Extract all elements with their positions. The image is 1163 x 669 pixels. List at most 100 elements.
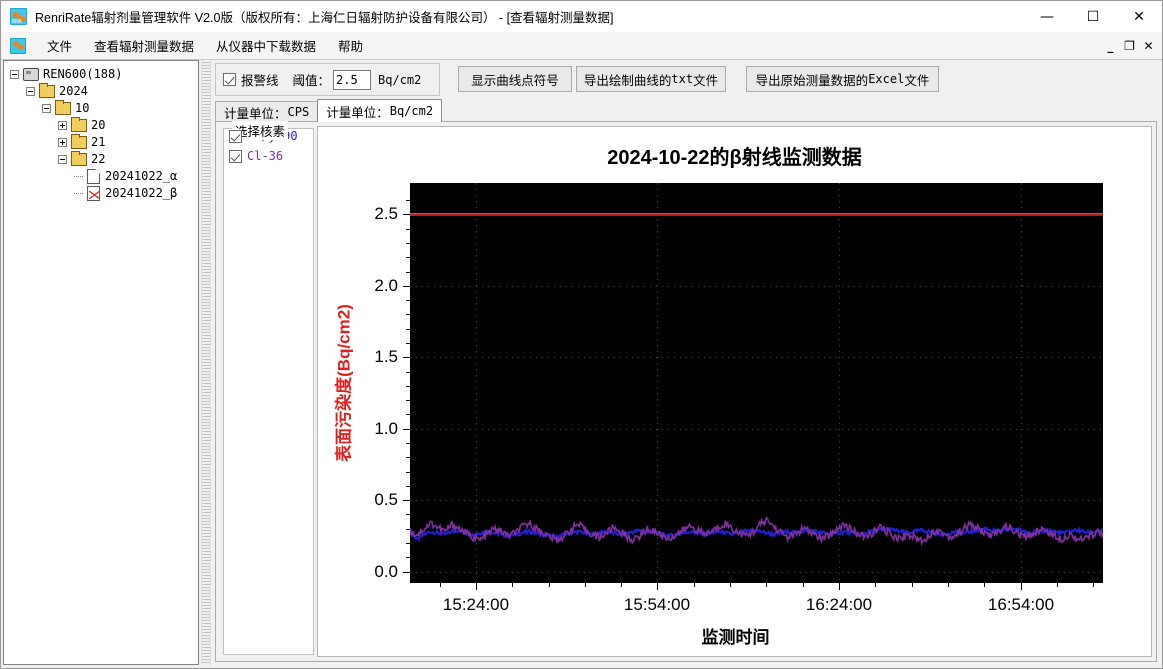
chart-y-minor-tick <box>406 271 410 273</box>
minimize-button[interactable]: — <box>1040 8 1054 25</box>
menu-item-download-from-device[interactable]: 从仪器中下载数据 <box>216 40 317 54</box>
tree-node[interactable]: 20241022_α <box>10 168 198 184</box>
tree-connector <box>74 192 83 194</box>
chart-plot-area <box>410 183 1103 583</box>
export-raw-excel-label-part2: 文件 <box>904 73 930 88</box>
maximize-button[interactable]: ☐ <box>1086 8 1100 25</box>
chart-y-minor-tick <box>406 514 410 516</box>
chart-gridline-horizontal <box>410 571 1103 573</box>
chart-x-tick-label: 16:24:00 <box>805 595 873 614</box>
unit-tabs: 计量单位： CPS 计量单位： Bq/cm2 <box>215 99 1157 122</box>
chart-y-minor-tick <box>406 528 410 530</box>
tree-node[interactable]: 20 <box>10 116 198 133</box>
data-tree-panel[interactable]: REN600(188) 2024 10 20 21 22 20241022_α 2024102… <box>3 60 199 665</box>
tree-node-label: 20 <box>91 118 106 132</box>
menu-item-view-measurement-data[interactable]: 查看辐射测量数据 <box>94 40 195 54</box>
nuclide-item-cl-36[interactable]: Cl-36 <box>229 149 313 163</box>
chart-x-minor-tick <box>1057 583 1058 587</box>
export-curve-txt-label-part1: 导出绘制曲线的 <box>583 73 672 88</box>
chart-y-minor-tick <box>406 200 410 202</box>
alarm-line-checkbox[interactable] <box>223 73 236 86</box>
tab-unit-bqcm2-prefix: 计量单位： <box>326 105 389 120</box>
tree-node-label: 2024 <box>59 84 88 98</box>
chart-file-icon <box>87 185 100 201</box>
alarm-line-label: 报警线 <box>241 74 279 88</box>
chart-x-minor-tick <box>766 583 767 587</box>
tree-expand-icon[interactable] <box>58 137 67 147</box>
file-icon <box>87 168 100 184</box>
nuclide-selection-legend: 选择核素 <box>232 121 289 140</box>
chart-y-minor-tick <box>406 300 410 302</box>
tree-node[interactable]: 10 <box>10 99 198 116</box>
tree-expand-icon[interactable] <box>58 120 67 130</box>
chart-y-tick-label: 0.0 <box>374 561 398 581</box>
export-curve-txt-button[interactable]: 导出绘制曲线的 txt 文件 <box>576 66 726 92</box>
chart-x-minor-tick <box>621 583 622 587</box>
chart-y-minor-tick <box>406 485 410 487</box>
chart-y-minor-tick <box>406 471 410 473</box>
chart-y-minor-tick <box>406 414 410 416</box>
chart-gridline-vertical <box>1021 183 1022 583</box>
tree-node[interactable]: 2024 <box>10 82 198 99</box>
mdi-restore-button[interactable]: ❐ <box>1124 39 1135 53</box>
nuclide-selection-group: 选择核素 Sr/y-90 Cl-36 <box>223 121 314 655</box>
chart-x-tick <box>839 583 840 590</box>
chart-y-minor-tick <box>406 257 410 259</box>
chart-plot-region[interactable]: 0.0 0.5 1.0 1.5 2.0 2.5 15:24:00 15:54:00 16:24:… <box>374 183 1103 614</box>
threshold-label: 阈值： <box>292 74 331 88</box>
folder-icon <box>71 150 87 166</box>
mdi-close-button[interactable]: ✕ <box>1143 39 1154 53</box>
chart-y-minor-tick <box>406 243 410 244</box>
tab-unit-cps[interactable]: 计量单位： CPS <box>215 101 319 122</box>
tab-unit-bqcm2[interactable]: 计量单位： Bq/cm2 <box>317 99 443 122</box>
tree-collapse-icon[interactable] <box>42 103 51 113</box>
menu-item-file[interactable]: 文件 <box>47 40 73 54</box>
tree-node[interactable]: 21 <box>10 133 198 150</box>
threshold-input[interactable] <box>333 69 372 90</box>
nuclide-checkbox-cl-36[interactable] <box>229 149 242 163</box>
chart-y-minor-tick <box>406 543 410 544</box>
tree-node[interactable]: REN600(188) <box>10 66 198 82</box>
chart-y-minor-tick <box>406 428 410 430</box>
chart-x-axis-label: 监测时间 <box>701 628 770 647</box>
mdi-window-controls: _ ❐ ✕ <box>1101 32 1158 60</box>
chart-x-tick <box>476 583 477 590</box>
tree-collapse-icon[interactable] <box>58 154 67 164</box>
folder-icon <box>55 99 71 115</box>
chart-x-tick-label: 15:24:00 <box>442 595 510 614</box>
show-curve-point-symbols-label: 显示曲线点符号 <box>471 73 559 88</box>
tree-collapse-icon[interactable] <box>26 86 35 96</box>
chart-x-minor-tick <box>803 583 804 587</box>
panel-splitter[interactable] <box>201 60 211 665</box>
menu-bar: 文件 查看辐射测量数据 从仪器中下载数据 帮助 _ ❐ ✕ <box>1 32 1162 60</box>
export-curve-txt-label-ext: txt <box>671 72 694 86</box>
close-button[interactable]: ✕ <box>1133 8 1145 25</box>
tree-node[interactable]: 20241022_β <box>10 185 198 201</box>
menu-item-help[interactable]: 帮助 <box>338 40 364 54</box>
show-curve-point-symbols-button[interactable]: 显示曲线点符号 <box>458 66 572 92</box>
chart-gridline-horizontal <box>410 428 1103 430</box>
chart-series-layer <box>410 516 1103 547</box>
tab-content-pane: 选择核素 Sr/y-90 Cl-36 2024-10-22的β射线监测数据 表面… <box>215 121 1157 662</box>
chart-x-minor-tick <box>440 583 441 587</box>
tree-collapse-icon[interactable] <box>10 69 19 79</box>
window-title: RenriRate辐射剂量管理软件 V2.0版（版权所有：上海仁日辐射防护设备有… <box>35 10 614 25</box>
chart-y-tick <box>403 571 410 573</box>
tree-node-label: 20241022_β <box>105 186 178 200</box>
export-raw-excel-button[interactable]: 导出原始测量数据的 Excel 文件 <box>746 66 939 92</box>
chart-x-minor-tick <box>875 583 876 587</box>
chart-y-tick <box>403 214 410 216</box>
chart-y-minor-tick <box>406 443 410 444</box>
tree-node[interactable]: 22 <box>10 150 198 167</box>
window-controls: — ☐ ✕ <box>1024 1 1162 32</box>
chart-y-minor-tick <box>406 400 410 402</box>
chart-gridline-horizontal <box>410 357 1103 359</box>
alarm-settings-group: 报警线 阈值： Bq/cm2 <box>215 63 440 96</box>
nuclide-checkbox-sr-y-90[interactable] <box>229 129 242 143</box>
chart-x-minor-tick <box>912 583 913 587</box>
chart-x-tick <box>657 583 658 590</box>
mdi-minimize-button[interactable]: _ <box>1107 39 1114 53</box>
chart-x-minor-tick <box>984 583 985 587</box>
